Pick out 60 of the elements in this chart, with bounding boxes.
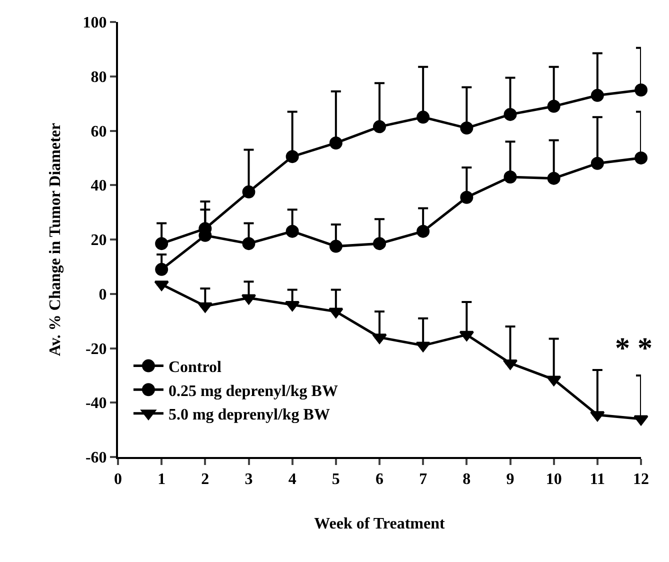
- point: [460, 190, 474, 204]
- point: [634, 83, 648, 96]
- x-tick-label: 9: [506, 471, 514, 488]
- x-tick-label: 7: [419, 471, 428, 488]
- point: [460, 122, 474, 135]
- x-tick-label: 5: [332, 471, 340, 488]
- point: [416, 110, 430, 124]
- y-axis-title: Av. % Change in Tumor Diameter: [47, 122, 64, 356]
- point: [372, 334, 387, 344]
- point: [547, 172, 560, 185]
- x-tick-label: 0: [114, 471, 122, 488]
- y-tick-label: 80: [90, 68, 107, 86]
- point: [198, 302, 213, 313]
- point: [590, 156, 604, 170]
- x-tick-label: 6: [376, 471, 384, 488]
- point: [502, 359, 518, 370]
- point: [286, 150, 299, 164]
- y-tick-label: -20: [85, 340, 107, 358]
- point: [373, 120, 386, 134]
- y-tick-label: 20: [90, 232, 107, 250]
- point: [504, 108, 517, 121]
- x-tick-label: 11: [590, 471, 605, 488]
- point: [286, 224, 299, 238]
- x-tick-label: 3: [244, 471, 253, 488]
- legend-label: 0.25 mg deprenyl/kg BW: [168, 382, 338, 400]
- point: [634, 151, 648, 164]
- point: [416, 342, 430, 352]
- x-tick-label: 12: [633, 471, 649, 488]
- x-tick-label: 10: [546, 471, 562, 488]
- point: [328, 308, 344, 318]
- point: [242, 237, 256, 250]
- y-tick-label: 40: [90, 178, 107, 195]
- point: [329, 136, 342, 150]
- annotation: * *: [615, 332, 652, 365]
- point: [154, 280, 169, 291]
- y-tick-label: 100: [82, 14, 107, 32]
- point: [416, 224, 430, 238]
- point: [634, 415, 648, 426]
- legend-label: 5.0 mg deprenyl/kg BW: [168, 406, 330, 424]
- point: [155, 262, 168, 276]
- point: [329, 240, 342, 253]
- point: [373, 237, 386, 250]
- y-tick-label: -40: [85, 395, 107, 412]
- point: [546, 376, 562, 386]
- x-tick-label: 8: [462, 471, 471, 488]
- y-tick-label: 0: [98, 286, 107, 304]
- x-tick-label: 1: [158, 471, 166, 488]
- y-tick-label: 60: [90, 123, 107, 140]
- point: [155, 237, 168, 250]
- x-axis-title: Week of Treatment: [314, 515, 446, 532]
- point: [590, 411, 605, 422]
- x-tick-label: 4: [288, 471, 296, 488]
- point: [459, 330, 474, 342]
- point: [590, 88, 604, 102]
- y-tick-label: -60: [85, 450, 107, 467]
- x-tick-label: 2: [201, 471, 210, 488]
- point: [504, 170, 517, 184]
- point: [242, 185, 256, 198]
- legend-label: Control: [168, 359, 222, 376]
- point: [547, 100, 560, 113]
